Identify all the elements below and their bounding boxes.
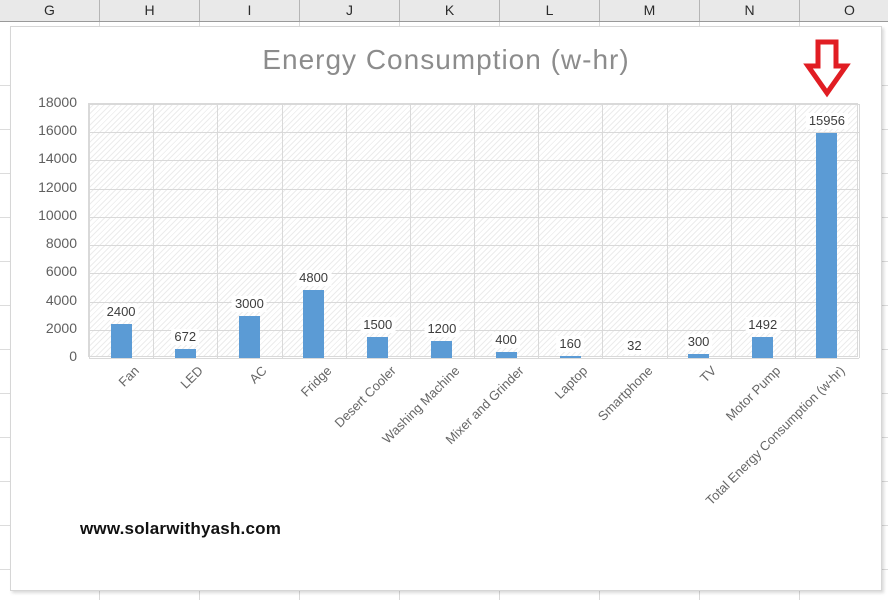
bar-value-label: 1492 <box>745 316 781 333</box>
plot-area: 2400 672 3000 4800 1500 1200 400 160 32 300 1492 15… <box>88 103 860 359</box>
gridline <box>602 104 603 358</box>
bar-mixer-and-grinder[interactable] <box>495 352 517 358</box>
y-axis-label: 0 <box>69 348 77 364</box>
bar-value-label: 32 <box>624 337 645 354</box>
gridline <box>153 104 154 358</box>
bar-value-label: 3000 <box>231 295 267 312</box>
gridline <box>89 104 90 358</box>
y-axis-label: 8000 <box>45 235 77 252</box>
spreadsheet-gridlines-right <box>882 28 888 591</box>
y-axis-label: 4000 <box>45 291 77 308</box>
bar-motor-pump[interactable] <box>752 336 774 358</box>
bar-value-label: 2400 <box>103 304 139 321</box>
y-axis-label: 14000 <box>38 150 77 167</box>
gridline <box>859 104 860 358</box>
gridline <box>538 104 539 358</box>
bar-washing-machine[interactable] <box>431 341 453 358</box>
bar-desert-cooler[interactable] <box>367 336 389 358</box>
bar-total-energy-consumption-w-hr-[interactable] <box>816 132 838 358</box>
watermark-text: www.solarwithyash.com <box>80 519 282 538</box>
bar-value-label: 160 <box>556 335 585 352</box>
gridline <box>346 104 347 358</box>
bar-fridge[interactable] <box>303 290 325 358</box>
gridline <box>89 358 859 359</box>
chart-title: Energy Consumption (w-hr) <box>262 44 630 75</box>
gridline <box>731 104 732 358</box>
column-header-O[interactable]: O <box>800 0 888 21</box>
bar-value-label: 15956 <box>805 112 848 129</box>
gridline <box>410 104 411 358</box>
y-axis-label: 2000 <box>45 319 77 336</box>
gridline <box>795 104 796 358</box>
column-header-I[interactable]: I <box>200 0 300 21</box>
gridline <box>474 104 475 358</box>
y-axis-label: 18000 <box>38 94 77 110</box>
bar-value-label: 1500 <box>360 316 396 333</box>
column-header-H[interactable]: H <box>100 0 200 21</box>
gridline <box>667 104 668 358</box>
bar-tv[interactable] <box>688 353 710 358</box>
bar-value-label: 300 <box>684 333 713 350</box>
red-down-arrow-icon <box>803 39 851 98</box>
y-axis-label: 12000 <box>38 178 77 195</box>
column-header-G[interactable]: G <box>0 0 100 21</box>
bar-value-label: 400 <box>492 332 520 349</box>
spreadsheet-gridlines-top <box>0 22 888 28</box>
gridline <box>217 104 218 358</box>
bar-value-label: 1200 <box>424 321 460 338</box>
bar-led[interactable] <box>174 348 196 358</box>
column-header-L[interactable]: L <box>500 0 600 21</box>
column-header-J[interactable]: J <box>300 0 400 21</box>
y-axis-label: 10000 <box>38 206 77 223</box>
bar-laptop[interactable] <box>559 355 581 358</box>
spreadsheet-gridlines-bottom <box>0 591 888 600</box>
column-header-N[interactable]: N <box>700 0 800 21</box>
bar-value-label: 672 <box>171 328 200 345</box>
spreadsheet-gridlines-left <box>0 28 10 591</box>
bar-ac[interactable] <box>238 315 260 358</box>
gridline <box>282 104 283 358</box>
y-axis-label: 6000 <box>45 263 77 280</box>
y-axis-label: 16000 <box>38 122 77 139</box>
column-header-K[interactable]: K <box>400 0 500 21</box>
bar-value-label: 4800 <box>296 270 332 287</box>
bar-fan[interactable] <box>110 324 132 358</box>
column-header-M[interactable]: M <box>600 0 700 21</box>
